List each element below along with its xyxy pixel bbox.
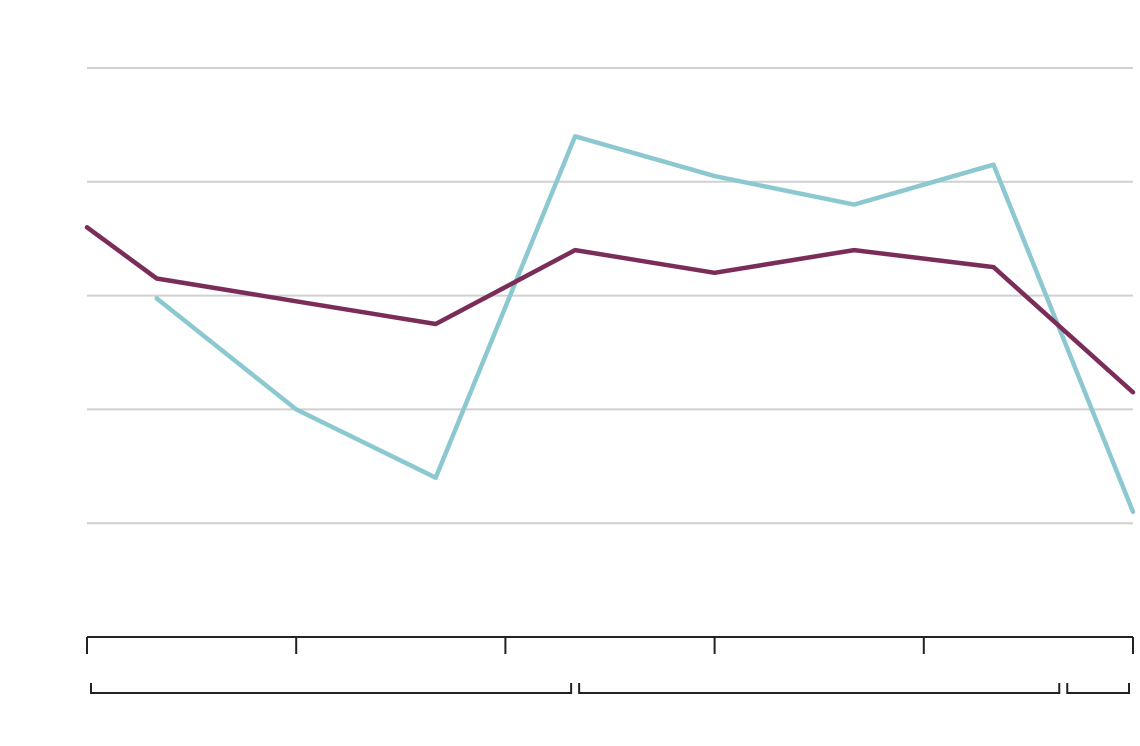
group-bracket-2 (1066, 683, 1130, 694)
x-group-brackets (90, 683, 1130, 694)
series-line-1 (84, 225, 1136, 395)
group-bracket-0 (90, 683, 573, 694)
group-bracket-1 (578, 683, 1061, 694)
series-lines (84, 134, 1136, 515)
y-gridlines (87, 67, 1133, 525)
series-line-0 (154, 134, 1136, 515)
x-axis (86, 636, 1134, 654)
